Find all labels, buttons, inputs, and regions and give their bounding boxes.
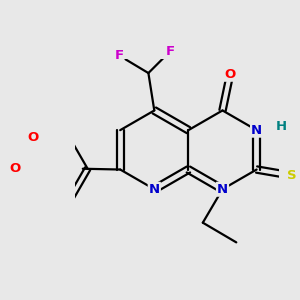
- Text: O: O: [224, 68, 236, 81]
- Text: S: S: [287, 169, 297, 182]
- Text: F: F: [166, 45, 175, 58]
- Text: F: F: [114, 49, 123, 62]
- Text: N: N: [217, 183, 228, 196]
- Text: N: N: [149, 183, 160, 196]
- Text: O: O: [28, 131, 39, 144]
- Text: O: O: [10, 162, 21, 175]
- Text: H: H: [275, 120, 286, 133]
- Text: N: N: [251, 124, 262, 137]
